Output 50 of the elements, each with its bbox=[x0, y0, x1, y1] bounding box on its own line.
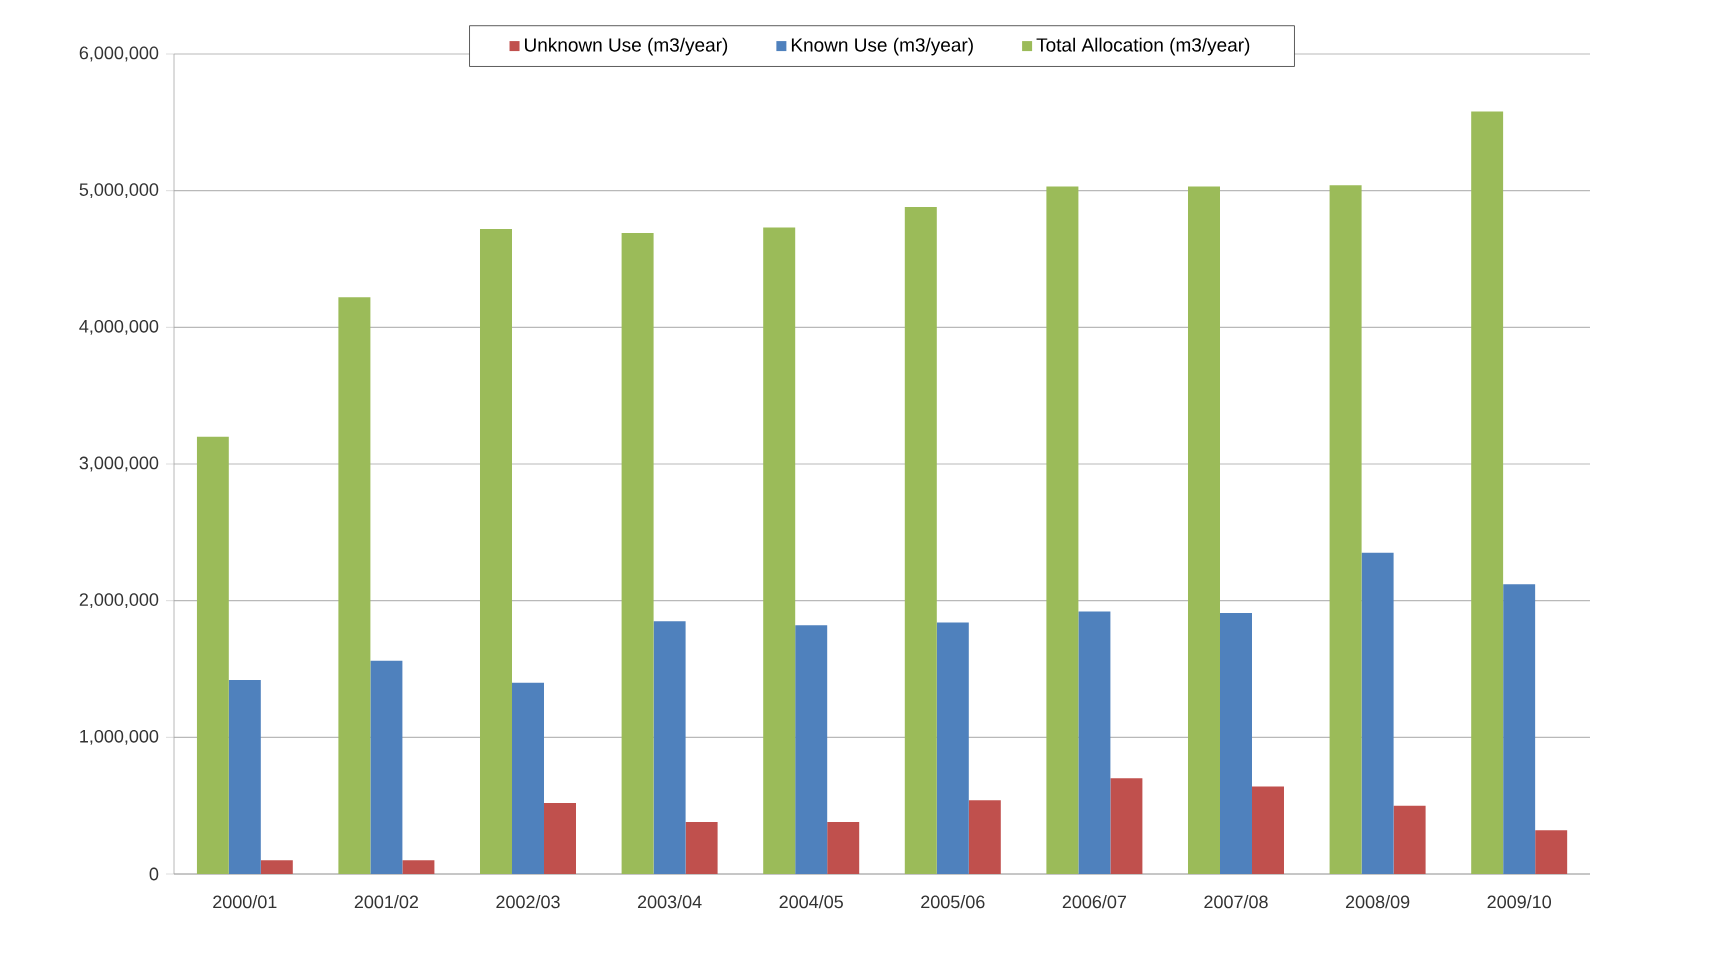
bar bbox=[480, 228, 512, 874]
bar bbox=[370, 660, 403, 874]
x-tick-label: 2008/09 bbox=[1345, 895, 1410, 909]
bar bbox=[795, 625, 828, 874]
x-tick-label: 2002/03 bbox=[496, 895, 560, 909]
x-tick-label: 2006/07 bbox=[1062, 895, 1127, 909]
y-tick-label: 4,000,000 bbox=[79, 319, 159, 335]
bar bbox=[936, 622, 969, 874]
bar bbox=[1220, 612, 1252, 874]
x-tick-label: 2004/05 bbox=[779, 895, 843, 909]
x-tick-label: 2007/08 bbox=[1204, 895, 1268, 909]
bar bbox=[904, 207, 937, 874]
y-tick-label: 2,000,000 bbox=[79, 593, 159, 609]
bar bbox=[968, 800, 1001, 874]
bar bbox=[196, 436, 229, 874]
bar bbox=[1078, 611, 1111, 874]
bar bbox=[827, 822, 860, 874]
x-tick-label: 2005/06 bbox=[921, 895, 985, 909]
bar bbox=[1252, 786, 1284, 874]
bar bbox=[621, 233, 654, 874]
bar bbox=[763, 227, 796, 874]
x-tick-label: 2000/01 bbox=[213, 895, 277, 909]
bar bbox=[402, 860, 435, 874]
y-tick-label: 5,000,000 bbox=[79, 183, 159, 199]
y-tick-label: 6,000,000 bbox=[79, 46, 159, 62]
bar bbox=[260, 860, 293, 874]
legend-label: Known Use (m3/year) bbox=[791, 37, 973, 56]
y-tick-label: 0 bbox=[149, 867, 159, 881]
bar bbox=[338, 297, 371, 874]
bar bbox=[1361, 552, 1394, 874]
x-tick-label: 2003/04 bbox=[637, 895, 702, 909]
bar bbox=[1110, 778, 1143, 874]
bar bbox=[228, 679, 261, 874]
bar bbox=[1329, 185, 1362, 874]
bar bbox=[1503, 584, 1536, 874]
bar bbox=[1046, 186, 1079, 874]
bar bbox=[685, 822, 718, 874]
bar bbox=[1393, 805, 1426, 874]
bar bbox=[544, 802, 576, 874]
bar bbox=[1471, 111, 1504, 874]
legend-label: Unknown Use (m3/year) bbox=[525, 37, 728, 56]
bar bbox=[512, 682, 544, 874]
bar bbox=[1188, 186, 1220, 874]
y-tick-label: 3,000,000 bbox=[79, 456, 159, 472]
bar bbox=[653, 621, 686, 874]
x-tick-label: 2009/10 bbox=[1487, 895, 1552, 909]
y-tick-label: 1,000,000 bbox=[80, 729, 159, 745]
bar bbox=[1535, 830, 1568, 874]
legend-label: Total Allocation (m3/year) bbox=[1036, 37, 1250, 56]
x-tick-label: 2001/02 bbox=[354, 895, 419, 909]
